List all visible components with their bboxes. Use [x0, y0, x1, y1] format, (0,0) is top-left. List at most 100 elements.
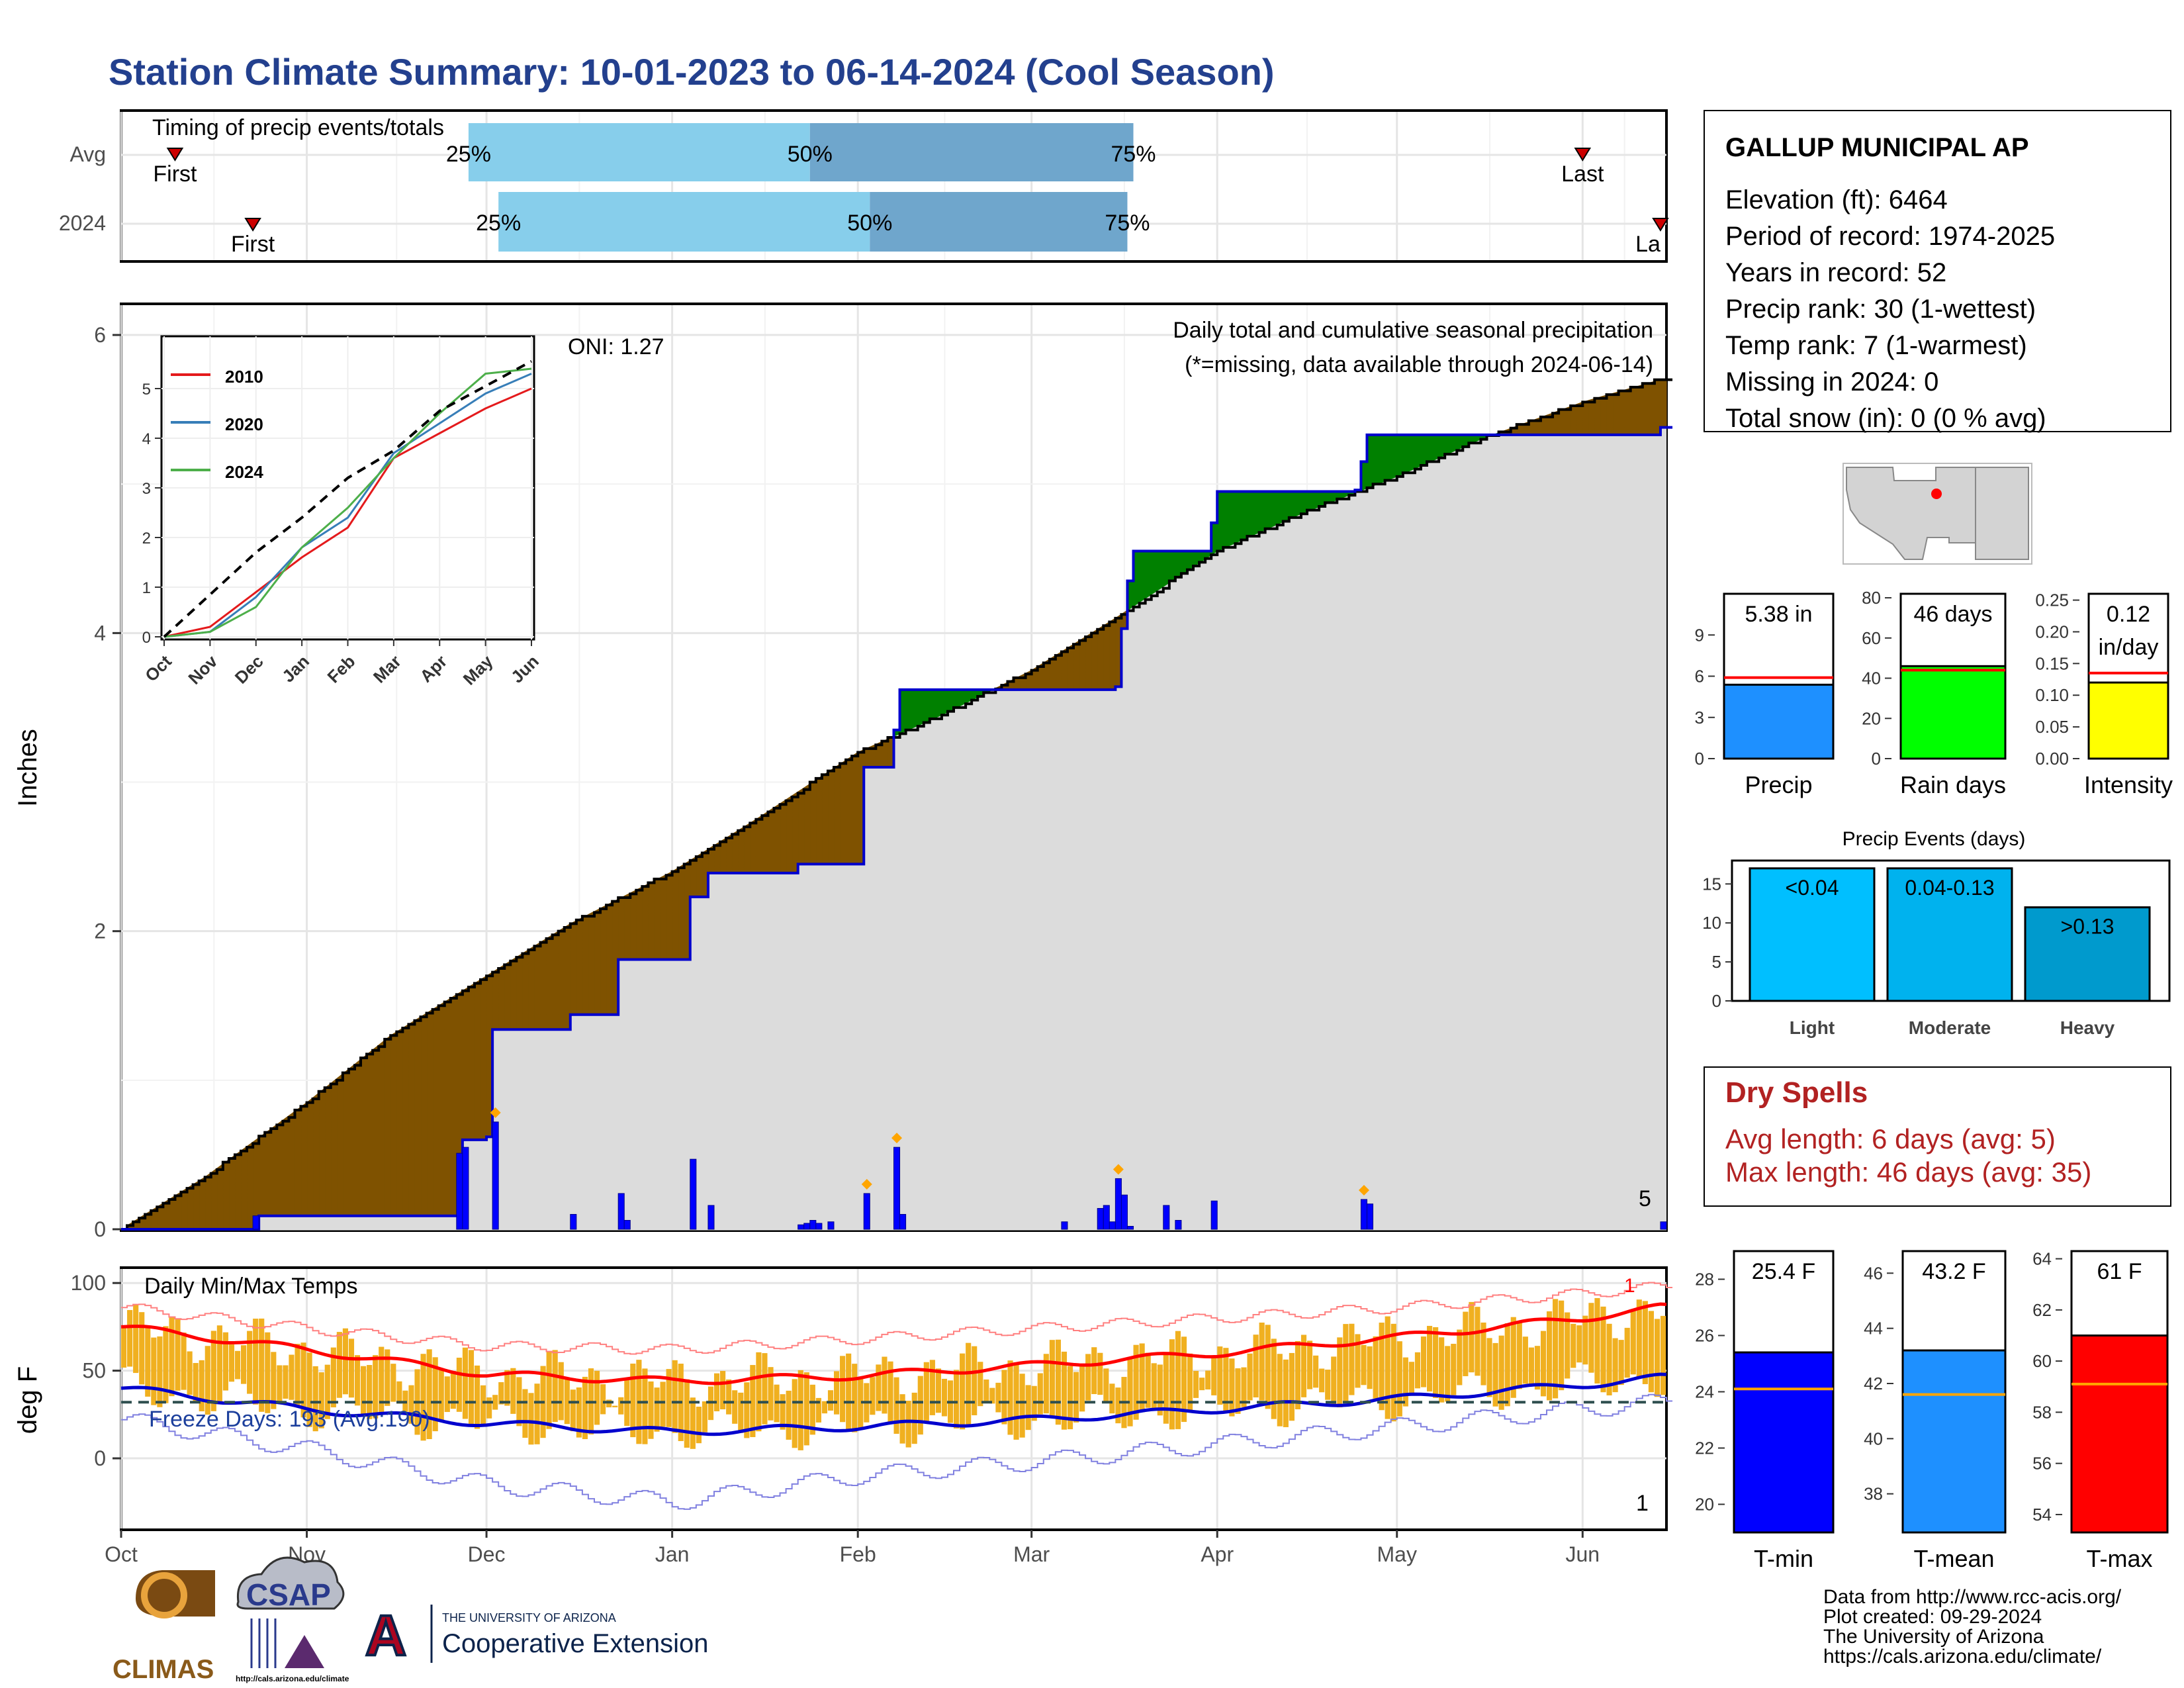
precip-daily-bar [707, 1205, 715, 1230]
temp-daily-bar [145, 1327, 151, 1397]
precip-daily-bar [462, 1147, 469, 1230]
temp-daily-bar [486, 1397, 492, 1419]
summary-rain-days-bar [1899, 665, 2007, 760]
temp-daily-bar [840, 1356, 846, 1423]
summary-t-mean-tick-label: 46 [1864, 1263, 1883, 1283]
footer-line: https://cals.arizona.edu/climate/ [1823, 1646, 2102, 1667]
temp-daily-bar [827, 1390, 834, 1411]
summary-t-min-label: T-min [1754, 1545, 1813, 1572]
temp-daily-bar [1157, 1364, 1163, 1416]
temp-daily-bar [1510, 1317, 1516, 1398]
precip-header: Daily total and cumulative seasonal prec… [1173, 318, 1653, 343]
temp-y-tick-label: 50 [82, 1359, 106, 1383]
temp-daily-bar [1451, 1344, 1457, 1395]
summary-t-max-tick-label: 56 [2032, 1454, 2052, 1474]
events-y-tick-label: 0 [1712, 991, 1721, 1011]
temp-daily-bar [672, 1360, 678, 1433]
temp-daily-bar [833, 1371, 840, 1415]
summary-rain-days-tick-label: 40 [1862, 669, 1881, 688]
summary-t-mean-tick-label: 40 [1864, 1429, 1883, 1448]
timing-label-25: 25% [476, 211, 521, 236]
temp-avg-max-line [120, 1302, 1667, 1385]
temp-daily-bar [522, 1389, 528, 1438]
temp-avg-min-line [120, 1372, 1667, 1436]
temp-y-tick-label: 0 [94, 1446, 106, 1470]
timing-row-label-2024: 2024 [59, 211, 106, 235]
temp-daily-bar [205, 1346, 210, 1415]
csap-logo: CSAP http://cals.arizona.edu/climate [236, 1556, 349, 1683]
temp-daily-bar [324, 1364, 330, 1419]
csap-cloud [236, 1556, 345, 1610]
temp-daily-bar [762, 1353, 768, 1425]
temp-daily-bar [750, 1365, 756, 1437]
timing-first-label: First [153, 162, 197, 187]
temp-daily-bar [1241, 1367, 1247, 1407]
temp-count-low: 1 [1636, 1491, 1649, 1516]
timing-bar-q1 [498, 192, 870, 252]
temp-daily-bar [899, 1394, 905, 1444]
temp-daily-bar [780, 1394, 786, 1430]
inset-line-avg [163, 359, 532, 638]
temp-daily-bar [786, 1390, 792, 1440]
summary-intensity-value-unit: in/day [2099, 635, 2159, 660]
temp-daily-bar [1504, 1323, 1510, 1407]
temp-daily-bar [468, 1350, 475, 1427]
precip-daily-bar [797, 1224, 805, 1230]
temp-daily-bar [1019, 1374, 1025, 1438]
events-chart: 0 5 10 15 <0.04 Light 0.04-0.13 Moderate >0.13 He… [1702, 859, 2171, 1038]
temp-daily-bar [1283, 1359, 1289, 1427]
temp-daily-bar [821, 1401, 828, 1414]
temp-daily-bar [1109, 1383, 1115, 1414]
climas-wordmark: CLIMAS [113, 1655, 214, 1684]
temp-daily-bar [1253, 1335, 1259, 1398]
timing-bars [468, 123, 1134, 252]
temp-daily-bar [193, 1363, 199, 1403]
month-tick-label: May [1377, 1542, 1417, 1566]
temp-daily-bar [911, 1392, 917, 1444]
precip-daily-bar [827, 1221, 835, 1230]
temp-daily-bar [1373, 1336, 1379, 1399]
events-bar-light [1749, 867, 1876, 1002]
precip-y-axis: 0 2 4 6 [94, 323, 121, 1241]
temp-daily-bar [1492, 1342, 1498, 1407]
temp-daily-bar [1528, 1347, 1534, 1385]
summary-intensity-tick-label: 0.25 [2035, 590, 2069, 610]
temp-y-label: deg F [13, 1366, 42, 1434]
temp-daily-bar [234, 1350, 241, 1380]
station-line: Temp rank: 7 (1-warmest) [1725, 331, 2027, 360]
events-bar-label: >0.13 [2061, 915, 2115, 939]
station-name: GALLUP MUNICIPAL AP [1725, 133, 2029, 162]
temp-daily-bar [983, 1379, 989, 1401]
temp-daily-bar [1463, 1311, 1469, 1376]
temp-daily-bar [744, 1382, 750, 1438]
precip-daily-bar [1115, 1178, 1122, 1230]
temp-daily-bar [666, 1369, 672, 1427]
timing-first-label: First [231, 232, 275, 257]
temp-daily-bar [1648, 1311, 1654, 1393]
temp-daily-bar [1331, 1356, 1337, 1407]
temp-daily-bar [1396, 1341, 1402, 1417]
precip-heavy-marker [1358, 1184, 1369, 1196]
temp-daily-bars [121, 1297, 1666, 1450]
events-bar-moderate [1886, 867, 2013, 1002]
temp-daily-bar [1175, 1331, 1181, 1429]
temp-daily-bar [216, 1325, 222, 1402]
temp-daily-bar [1654, 1319, 1661, 1397]
summary-t-min-bar [1733, 1351, 1835, 1534]
timing-label-50: 50% [788, 142, 833, 167]
station-location-marker [1931, 489, 1942, 499]
temp-daily-bar [1193, 1370, 1199, 1398]
inset-y-tick-label: 4 [142, 430, 151, 448]
summary-t-mean-bar [1901, 1349, 2007, 1534]
temp-daily-bar [241, 1345, 247, 1384]
climas-logo-shape [136, 1570, 215, 1617]
temp-daily-bar [882, 1356, 887, 1414]
legend-label-2024: 2024 [225, 462, 263, 482]
temp-daily-bar [289, 1354, 295, 1400]
summary-intensity-bar [2087, 681, 2169, 760]
temp-daily-bar [660, 1382, 666, 1427]
events-bar-heavy [2024, 906, 2151, 1002]
temp-daily-bar [1540, 1331, 1547, 1397]
station-line: Missing in 2024: 0 [1725, 367, 1938, 397]
temp-daily-bar [1588, 1303, 1594, 1373]
